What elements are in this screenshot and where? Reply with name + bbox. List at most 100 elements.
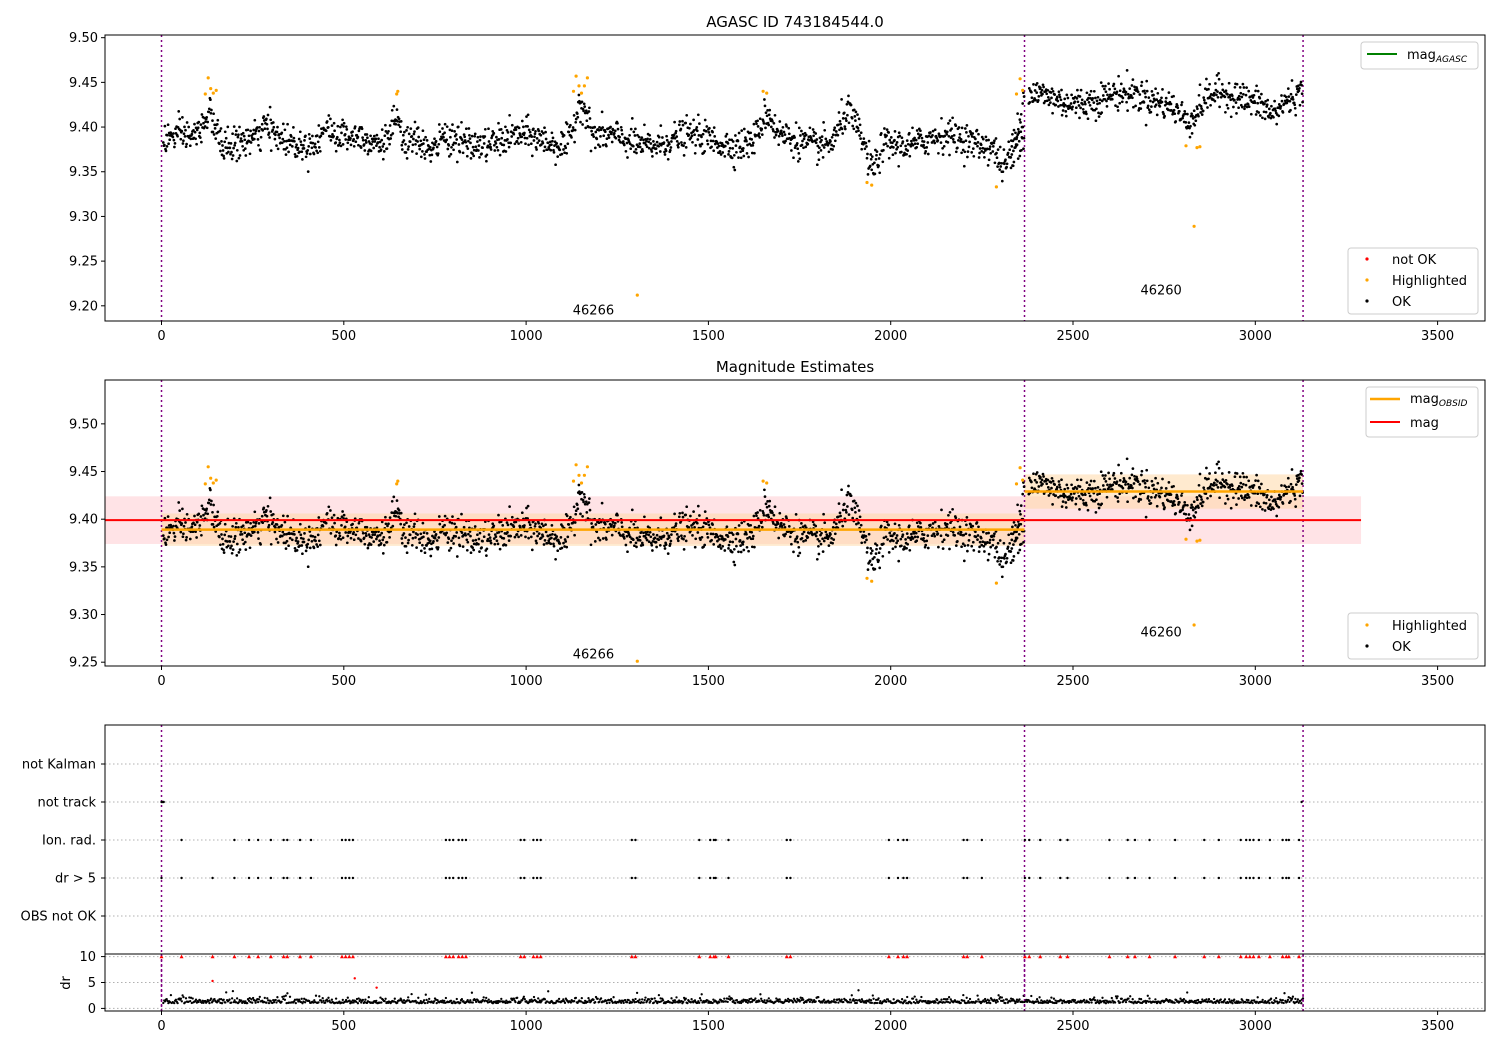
ok-point [1186,112,1189,116]
ok-point [652,533,655,536]
ok-point [1019,512,1022,516]
ok-point [1197,483,1201,487]
ok-point [325,511,329,515]
ok-point [1173,503,1177,507]
ok-point [447,155,451,158]
ok-point [489,148,493,151]
ok-point [445,531,449,535]
ion-rad-flag-point [1217,838,1221,842]
ok-point [767,123,771,127]
ok-point [423,153,426,156]
ok-point [1132,92,1136,95]
ok-point [552,544,556,548]
ok-point [739,544,742,547]
ok-point [369,543,373,546]
ok-point [502,537,506,540]
ok-point [341,118,344,122]
highlighted-point [209,476,213,480]
ok-point [1042,475,1045,478]
ok-point [774,133,778,137]
dr-point [263,996,266,1000]
ok-point [1007,533,1011,537]
ok-point [396,511,399,515]
ok-point [1069,497,1072,500]
ok-point [329,139,333,142]
ok-point [416,126,420,129]
ok-point [818,539,821,543]
ok-point [998,563,1002,566]
ion-rad-flag-point [451,838,455,842]
ok-point [920,136,924,140]
ok-point [655,545,658,549]
ok-point [235,159,239,163]
dr-point [449,999,453,1002]
ok-point [951,507,954,511]
ok-point [345,147,349,151]
ok-point [1075,97,1079,100]
ok-point [198,131,202,135]
dr-point [443,999,446,1003]
dr-point [361,998,365,1002]
ok-point [357,129,361,133]
ok-point [233,144,237,147]
ok-point [883,127,886,130]
ok-point [227,141,231,145]
ok-point [517,126,521,130]
ok-point [520,135,524,139]
ok-point [1016,157,1020,160]
dr-point [199,999,202,1002]
ok-point [298,150,302,154]
ok-point [1124,483,1127,486]
ok-point [260,514,264,518]
ok-point [808,531,811,535]
ok-point [908,548,912,552]
ok-point [1226,482,1229,486]
ok-point [647,533,651,537]
ok-point [587,501,591,504]
ok-point [366,152,370,156]
ok-point [1202,96,1206,99]
ok-point [492,131,496,135]
ok-point [781,134,784,138]
ok-point [843,125,847,128]
ok-point [997,556,1001,559]
ok-point [979,536,983,540]
ok-point [746,537,749,540]
ok-point [332,513,336,517]
ok-point [515,532,519,536]
ok-point [1058,483,1061,487]
ok-point [707,523,711,527]
ok-point [381,538,385,542]
ok-point [267,523,271,527]
ok-point [164,543,168,546]
ok-point [506,131,510,134]
ion-rad-flag-point [1133,838,1137,842]
ok-point [831,133,835,137]
ok-point [1051,503,1054,506]
ok-point [418,147,422,151]
ok-point [1291,98,1295,101]
ok-point [993,532,996,536]
ok-point [460,138,464,141]
ok-point [1156,91,1160,95]
ok-point [486,537,490,541]
ion-rad-flag-point [962,838,965,842]
ok-point [668,542,672,546]
ok-point [589,543,593,547]
ok-point [893,130,897,133]
ok-point [1124,480,1128,484]
ok-point [241,144,244,148]
ok-point [1294,113,1298,117]
ok-point [288,536,292,540]
ok-point [725,525,729,529]
ok-point [1169,493,1173,496]
ok-point [857,129,860,133]
ok-point [910,532,913,536]
ok-point [1243,107,1246,111]
ok-point [1104,474,1107,477]
ok-point [790,542,793,546]
ok-point [879,524,883,528]
ok-point [1125,457,1129,461]
ok-point [364,531,368,535]
ok-point [399,120,403,123]
